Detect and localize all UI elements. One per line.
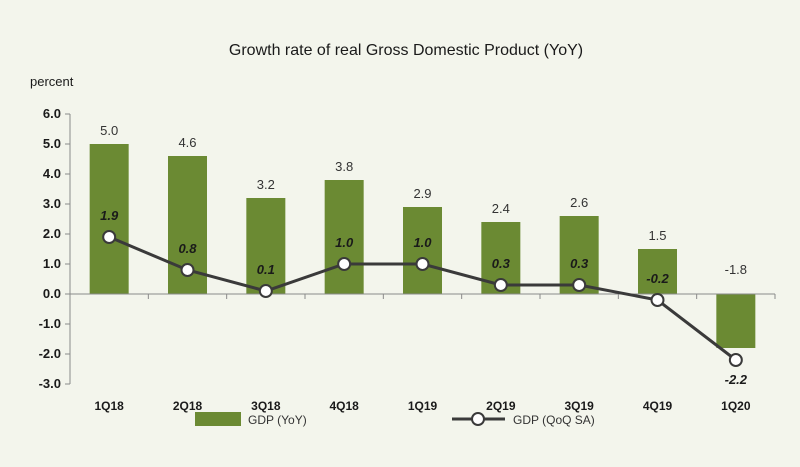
line-data-label: 0.3 (570, 256, 589, 271)
bar-data-label: 5.0 (100, 123, 118, 138)
x-tick-label: 4Q18 (329, 399, 359, 413)
bar-data-label: -1.8 (725, 262, 747, 277)
legend-line-label: GDP (QoQ SA) (513, 413, 595, 427)
y-axis-label: percent (30, 74, 74, 89)
x-tick-label: 2Q19 (486, 399, 516, 413)
x-tick-label: 4Q19 (643, 399, 673, 413)
y-tick-label: 6.0 (43, 106, 61, 121)
y-tick-label: 2.0 (43, 226, 61, 241)
y-tick-label: 5.0 (43, 136, 61, 151)
bar (638, 249, 677, 294)
line-point (258, 284, 273, 298)
bar-data-label: 2.6 (570, 195, 588, 210)
x-tick-label: 1Q19 (408, 399, 438, 413)
x-tick-label: 1Q20 (721, 399, 751, 413)
bar (246, 198, 286, 294)
line-point (493, 278, 508, 292)
y-tick-label: 0.0 (43, 286, 61, 301)
y-tick-label: -1.0 (39, 316, 61, 331)
bar (324, 180, 364, 294)
line-point (180, 263, 195, 277)
y-axis: 6.0 5.0 4.0 3.0 2.0 1.0 0.0 -1.0 -2.0 -3.0 (39, 106, 71, 391)
y-tick-label: -3.0 (39, 376, 61, 391)
y-tick-label: 1.0 (43, 256, 61, 271)
line-point (415, 257, 430, 271)
legend-line-marker (471, 412, 485, 426)
x-tick-label: 2Q18 (173, 399, 203, 413)
line-point (572, 278, 587, 292)
bar-data-label: 2.4 (492, 201, 510, 216)
y-tick-label: -2.0 (39, 346, 61, 361)
bar (403, 207, 442, 294)
line-data-label: -0.2 (646, 271, 669, 286)
bar (716, 294, 756, 348)
legend-bar-swatch (195, 412, 241, 426)
x-tick-label: 3Q18 (251, 399, 281, 413)
line-series: 1.9 0.8 0.1 1.0 1.0 0.3 0.3 -0.2 -2.2 (100, 208, 748, 387)
y-tick-label: 4.0 (43, 166, 61, 181)
x-tick-label: 3Q19 (564, 399, 594, 413)
bar-data-label: 3.8 (335, 159, 353, 174)
line-point (102, 230, 117, 244)
bar-data-label: 1.5 (648, 228, 666, 243)
bar (89, 144, 129, 294)
bar-data-label: 2.9 (413, 186, 431, 201)
line-data-label: 1.9 (100, 208, 119, 223)
line-data-label: 0.8 (178, 241, 197, 256)
line-point (650, 293, 665, 307)
legend: GDP (YoY) GDP (QoQ SA) (195, 412, 595, 427)
line-point (728, 353, 743, 367)
line-data-label: 1.0 (335, 235, 354, 250)
bar-data-label: 4.6 (178, 135, 196, 150)
y-tick-label: 3.0 (43, 196, 61, 211)
chart-title: Growth rate of real Gross Domestic Produ… (229, 42, 583, 59)
line-point (337, 257, 352, 271)
line-data-label: -2.2 (725, 372, 748, 387)
line-data-label: 0.1 (257, 262, 275, 277)
x-axis: 1Q18 2Q18 3Q18 4Q18 1Q19 2Q19 3Q19 4Q19 1Q20 (69, 293, 776, 413)
x-tick-label: 1Q18 (94, 399, 124, 413)
legend-bar-label: GDP (YoY) (248, 413, 307, 427)
line-data-label: 0.3 (492, 256, 511, 271)
line-data-label: 1.0 (413, 235, 432, 250)
bar-data-label: 3.2 (257, 177, 275, 192)
